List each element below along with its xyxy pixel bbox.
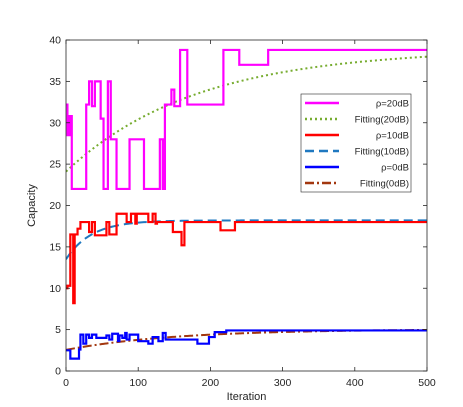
y-tick-label: 20	[49, 200, 61, 212]
x-tick-label: 500	[418, 377, 436, 389]
y-tick-label: 25	[49, 159, 61, 171]
x-tick-label: 400	[346, 377, 364, 389]
plot-area	[66, 40, 427, 371]
y-tick-label: 30	[49, 117, 61, 129]
series-line-0	[66, 48, 427, 191]
series-line-2	[66, 212, 427, 305]
legend-label: ρ=10dB	[376, 131, 409, 142]
legend-box	[300, 93, 412, 193]
y-tick-label: 15	[49, 241, 61, 253]
x-tick-label: 300	[274, 377, 292, 389]
series-line-1	[66, 55, 427, 173]
y-tick-label: 35	[49, 76, 61, 88]
legend-label: Fitting(10dB)	[355, 147, 409, 158]
legend-label: ρ=0dB	[381, 163, 409, 174]
legend-label: Fitting(0dB)	[360, 179, 409, 190]
series-line-3	[66, 219, 427, 260]
legend: ρ=20dB Fitting(20dB) ρ=10dB Fitting(10dB) ρ=…	[300, 93, 412, 193]
y-tick-label: 10	[49, 283, 61, 295]
x-tick-label: 0	[63, 377, 69, 389]
y-tick-label: 0	[55, 366, 61, 378]
y-axis-label: Capacity	[26, 184, 38, 227]
y-tick-label: 40	[49, 35, 61, 47]
x-axis-label: Iteration	[227, 391, 267, 403]
legend-label: ρ=20dB	[376, 99, 409, 110]
x-tick-label: 200	[202, 377, 220, 389]
x-tick-label: 100	[129, 377, 147, 389]
series-line-4	[66, 329, 427, 360]
legend-label: Fitting(20dB)	[355, 115, 409, 126]
y-tick-label: 5	[55, 324, 61, 336]
